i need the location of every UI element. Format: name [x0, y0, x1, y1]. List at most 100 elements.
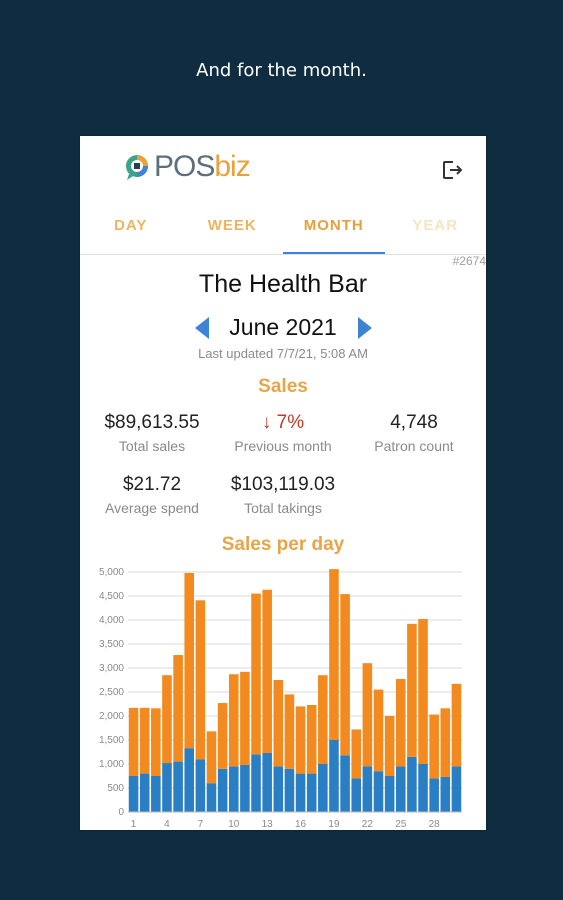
last-updated: Last updated 7/7/21, 5:08 AM	[198, 346, 368, 361]
sales-per-day-chart: 0 500 1,000 1,500 2,000 2,500 3,000 3,500 4,000 4…	[99, 567, 462, 830]
next-period-arrow-icon[interactable]	[358, 317, 372, 339]
bar-segment-lower	[262, 752, 272, 812]
bar-segment-upper	[173, 655, 183, 762]
chart-title: Sales per day	[221, 534, 345, 555]
bar-segment-upper	[128, 707, 139, 776]
bar-segment-upper	[139, 707, 150, 774]
bar-segment-lower	[251, 754, 261, 812]
bar-segment-upper	[240, 671, 250, 765]
period-label: June 2021	[229, 314, 337, 340]
x-tick-label: 25	[395, 819, 407, 830]
x-tick-label: 16	[295, 819, 307, 830]
y-tick-label: 1,500	[99, 735, 124, 746]
bar-segment-lower	[273, 766, 284, 812]
bar-segment-upper	[384, 716, 395, 776]
bar-segment-lower	[429, 778, 439, 812]
bar-segment-lower	[451, 766, 462, 812]
app-screen: POSbiz DAY WEEK MONTH YEAR #2674 The Hea…	[80, 136, 486, 830]
bar-segment-lower	[407, 756, 417, 812]
bar-segment-upper	[306, 704, 317, 774]
tab-divider	[80, 254, 486, 255]
bar-segment-lower	[128, 776, 139, 812]
bar-segment-lower	[162, 763, 172, 812]
bar-segment-upper	[340, 594, 350, 756]
x-tick-label: 22	[362, 819, 374, 830]
build-number: #2674	[452, 254, 486, 268]
logo-text: POSbiz	[154, 150, 251, 183]
y-tick-label: 2,000	[99, 711, 124, 722]
posbiz-logo: POSbiz	[124, 150, 251, 183]
stat-average-spend: $21.72 Average spend	[105, 474, 199, 516]
bar-segment-lower	[373, 771, 384, 812]
stat-previous-month: ↓ 7% Previous month	[234, 412, 332, 454]
bar-segment-upper	[284, 694, 295, 769]
bar-segment-lower	[340, 755, 350, 812]
down-arrow-icon: ↓	[261, 412, 272, 433]
bar-segment-lower	[228, 766, 239, 812]
bar-segment-upper	[362, 663, 373, 767]
bar-segment-upper	[206, 731, 217, 784]
previous-period-arrow-icon[interactable]	[195, 317, 209, 339]
bar-segment-upper	[251, 593, 261, 755]
bar-segment-upper	[429, 714, 439, 779]
bar-segment-upper	[440, 708, 451, 777]
bar-segment-upper	[351, 729, 362, 779]
bar-segment-lower	[217, 768, 228, 812]
bar-segment-upper	[228, 674, 239, 767]
bar-segment-lower	[362, 766, 373, 812]
y-tick-label: 2,500	[99, 687, 124, 698]
bar-segment-lower	[395, 766, 406, 812]
bar-segment-lower	[295, 773, 306, 812]
bar-segment-lower	[418, 764, 428, 812]
x-tick-label: 7	[198, 819, 204, 830]
bar-segment-lower	[318, 764, 328, 812]
bar-segment-lower	[440, 776, 451, 812]
x-tick-label: 13	[262, 819, 274, 830]
bar-segment-lower	[329, 740, 339, 812]
bar-segment-upper	[318, 675, 328, 764]
logout-icon[interactable]	[440, 158, 464, 182]
bar-segment-upper	[162, 675, 172, 764]
app-bar: POSbiz	[80, 136, 486, 198]
bar-segment-upper	[151, 708, 161, 776]
bar-segment-lower	[151, 776, 161, 812]
store-name: The Health Bar	[198, 270, 368, 298]
x-tick-label: 4	[164, 819, 170, 830]
bar-segment-upper	[273, 680, 284, 767]
y-tick-label: 3,000	[99, 663, 124, 674]
bar-segment-upper	[295, 706, 306, 774]
bar-segment-lower	[384, 776, 395, 812]
x-tick-label: 28	[429, 819, 441, 830]
bar-segment-upper	[407, 623, 417, 757]
bar-segment-lower	[284, 768, 295, 812]
bar-segment-upper	[217, 703, 228, 769]
bar-segment-lower	[195, 759, 206, 812]
x-tick-label: 1	[131, 819, 137, 830]
stat-total-sales: $89,613.55 Total sales	[104, 412, 200, 454]
bar-segment-upper	[329, 569, 339, 740]
bar-segment-upper	[395, 679, 406, 767]
logo-mark-icon	[126, 155, 148, 180]
bar-segment-lower	[206, 783, 217, 812]
tab-week[interactable]: WEEK	[207, 217, 257, 234]
tab-year[interactable]: YEAR	[412, 217, 459, 234]
stat-patron-count: 4,748 Patron count	[374, 412, 454, 454]
period-selector: June 2021	[80, 312, 486, 342]
bar-segment-upper	[195, 600, 206, 760]
bar-segment-upper	[451, 683, 462, 767]
bar-segment-upper	[184, 572, 195, 749]
y-tick-label: 4,000	[99, 615, 124, 626]
bar-segment-lower	[184, 748, 195, 812]
period-tabs: DAY WEEK MONTH YEAR	[80, 198, 486, 254]
y-tick-label: 3,500	[99, 639, 124, 650]
tab-month[interactable]: MONTH	[283, 198, 385, 254]
x-tick-label: 10	[228, 819, 240, 830]
bar-segment-lower	[306, 773, 317, 812]
y-tick-label: 5,000	[99, 567, 124, 578]
bar-segment-lower	[173, 761, 183, 812]
y-tick-label: 500	[107, 783, 124, 794]
y-tick-label: 4,500	[99, 591, 124, 602]
x-tick-label: 19	[328, 819, 340, 830]
bar-segment-upper	[262, 589, 272, 753]
tab-day[interactable]: DAY	[114, 217, 148, 234]
